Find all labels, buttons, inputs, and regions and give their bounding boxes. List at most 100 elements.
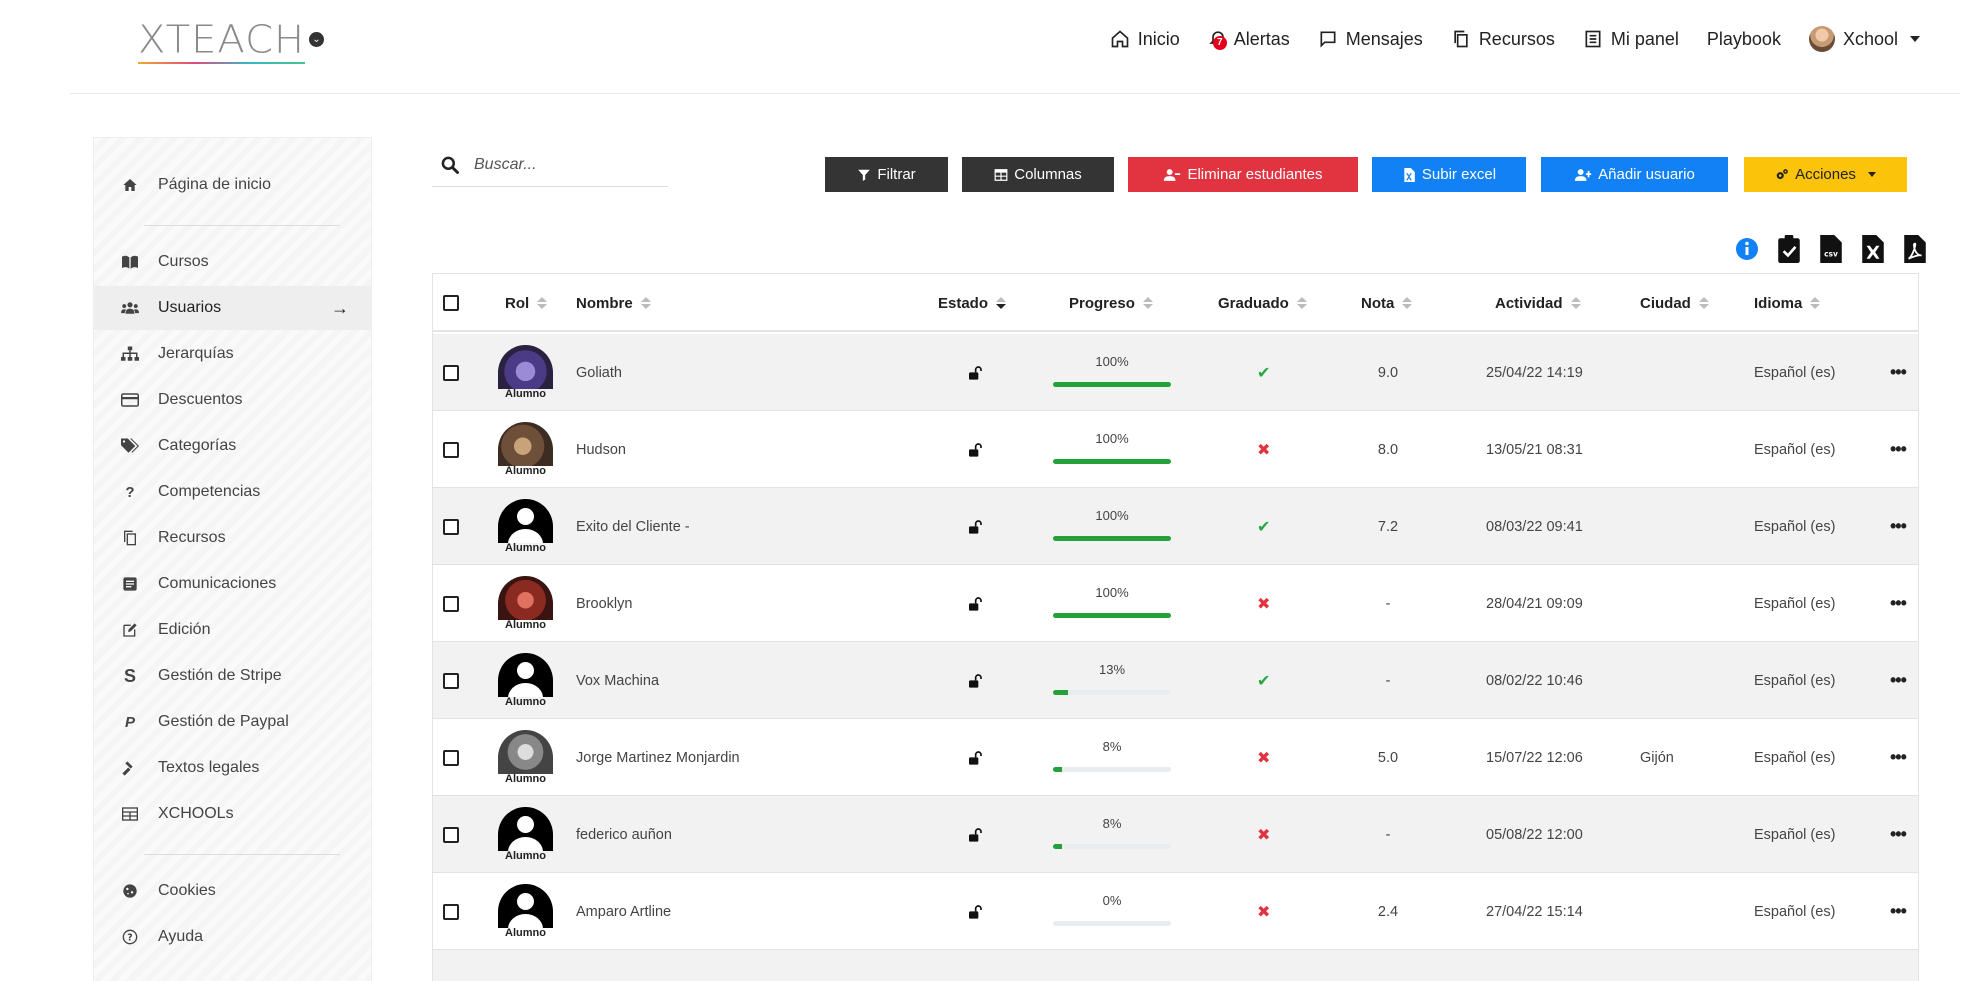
more-options-icon[interactable]: •••	[1890, 516, 1907, 536]
user-avatar-cell[interactable]: Alumno	[498, 576, 553, 631]
nav-recursos[interactable]: Recursos	[1451, 29, 1555, 50]
filter-icon	[858, 169, 871, 181]
sitemap-icon	[120, 346, 140, 362]
sidebar-item-textos-legales[interactable]: Textos legales	[94, 746, 371, 790]
sidebar-item-ayuda[interactable]: ? Ayuda	[94, 915, 371, 959]
user-avatar	[498, 345, 553, 389]
user-avatar-cell[interactable]: Alumno	[498, 499, 553, 554]
sidebar-item-cookies[interactable]: Cookies	[94, 869, 371, 913]
delete-students-button[interactable]: Eliminar estudiantes	[1128, 157, 1358, 192]
sidebar-item-jerarquias[interactable]: Jerarquías	[94, 332, 371, 376]
unlock-icon[interactable]	[967, 411, 983, 488]
column-header-idioma[interactable]: Idioma	[1754, 274, 1821, 332]
user-name[interactable]: Vox Machina	[576, 672, 660, 689]
more-options-icon[interactable]: •••	[1890, 901, 1907, 921]
clipboard-check-icon[interactable]	[1777, 235, 1801, 263]
columns-button[interactable]: Columnas	[962, 157, 1114, 192]
column-header-rol[interactable]: Rol	[505, 274, 548, 332]
grade-value: -	[1385, 826, 1391, 843]
progress-bar	[1053, 613, 1171, 618]
sidebar-item-paypal[interactable]: P Gestión de Paypal	[94, 700, 371, 744]
user-name[interactable]: federico auñon	[576, 826, 672, 843]
nav-playbook[interactable]: Playbook	[1707, 29, 1781, 50]
select-all-checkbox[interactable]	[443, 274, 459, 332]
nav-alertas[interactable]: 7 Alertas	[1208, 28, 1290, 50]
more-options-icon[interactable]: •••	[1890, 824, 1907, 844]
unlock-icon[interactable]	[967, 334, 983, 411]
column-header-nota[interactable]: Nota	[1361, 274, 1413, 332]
sidebar-item-descuentos[interactable]: Descuentos	[94, 378, 371, 422]
user-avatar-cell[interactable]: Alumno	[498, 884, 553, 939]
user-avatar-cell[interactable]: Alumno	[498, 807, 553, 862]
sidebar-item-cursos[interactable]: Cursos	[94, 240, 371, 284]
sidebar-item-recursos[interactable]: Recursos	[94, 516, 371, 560]
row-checkbox[interactable]	[443, 719, 459, 796]
unlock-icon[interactable]	[967, 873, 983, 950]
progress-bar	[1053, 459, 1171, 464]
user-name[interactable]: Hudson	[576, 441, 626, 458]
language-value: Español (es)	[1754, 903, 1836, 920]
nav-inicio-label: Inicio	[1137, 28, 1180, 49]
user-avatar-cell[interactable]: Alumno	[498, 730, 553, 785]
more-options-icon[interactable]: •••	[1890, 439, 1907, 459]
sidebar-item-categorias[interactable]: Categorías	[94, 424, 371, 468]
row-checkbox[interactable]	[443, 873, 459, 950]
sidebar-item-label: Comunicaciones	[158, 575, 277, 592]
actions-dropdown-button[interactable]: Acciones	[1744, 157, 1907, 192]
column-header-progreso[interactable]: Progreso	[1069, 274, 1153, 332]
upload-excel-button[interactable]: Subir excel	[1372, 157, 1526, 192]
row-checkbox[interactable]	[443, 411, 459, 488]
user-name[interactable]: Amparo Artline	[576, 903, 672, 920]
nav-mi-panel[interactable]: Mi panel	[1583, 29, 1679, 50]
filter-button[interactable]: Filtrar	[825, 157, 948, 192]
unlock-icon[interactable]	[967, 565, 983, 642]
sidebar-item-usuarios[interactable]: Usuarios →	[94, 286, 371, 330]
row-checkbox[interactable]	[443, 796, 459, 873]
more-options-icon[interactable]: •••	[1890, 670, 1907, 690]
column-header-graduado[interactable]: Graduado	[1218, 274, 1307, 332]
user-menu[interactable]: Xchool	[1808, 26, 1920, 52]
sidebar-item-edicion[interactable]: Edición	[94, 608, 371, 652]
user-name[interactable]: Jorge Martinez Monjardin	[576, 749, 740, 766]
export-icons: csv	[1735, 235, 1927, 263]
user-avatar-cell[interactable]: Alumno	[498, 422, 553, 477]
file-excel-icon[interactable]	[1861, 235, 1885, 263]
column-header-actividad[interactable]: Actividad	[1495, 274, 1581, 332]
unlock-icon[interactable]	[967, 719, 983, 796]
xteach-logo[interactable]: XTEACH	[138, 18, 306, 64]
row-checkbox[interactable]	[443, 642, 459, 719]
user-avatar-cell[interactable]: Alumno	[498, 653, 553, 708]
column-header-nombre[interactable]: Nombre	[576, 274, 651, 332]
file-pdf-icon[interactable]	[1903, 235, 1927, 263]
check-icon: ✔	[1257, 672, 1271, 690]
column-header-estado[interactable]: Estado	[938, 274, 1007, 332]
more-options-icon[interactable]: •••	[1890, 747, 1907, 767]
role-label: Alumno	[505, 696, 546, 708]
unlock-icon[interactable]	[967, 642, 983, 719]
nav-inicio[interactable]: Inicio	[1110, 29, 1180, 50]
unlock-icon[interactable]	[967, 796, 983, 873]
chevron-down-circle-icon[interactable]: ⌄	[309, 32, 324, 47]
user-name[interactable]: Exito del Cliente -	[576, 518, 690, 535]
sidebar-item-stripe[interactable]: S Gestión de Stripe	[94, 654, 371, 698]
more-options-icon[interactable]: •••	[1890, 593, 1907, 613]
nav-mensajes[interactable]: Mensajes	[1318, 29, 1423, 50]
sidebar-item-competencias[interactable]: ? Competencias	[94, 470, 371, 514]
sidebar-item-comunicaciones[interactable]: Comunicaciones	[94, 562, 371, 606]
table-row: Alumno Amparo Artline 0% ✖ 2.4 27/04/22 15:14…	[433, 873, 1918, 950]
more-options-icon[interactable]: •••	[1890, 362, 1907, 382]
search-input[interactable]	[474, 155, 654, 174]
row-checkbox[interactable]	[443, 488, 459, 565]
user-name[interactable]: Brooklyn	[576, 595, 633, 612]
info-circle-icon[interactable]	[1735, 235, 1759, 263]
file-csv-icon[interactable]: csv	[1819, 235, 1843, 263]
add-user-button[interactable]: Añadir usuario	[1541, 157, 1728, 192]
row-checkbox[interactable]	[443, 334, 459, 411]
user-name[interactable]: Goliath	[576, 364, 622, 381]
sidebar-item-pagina-de-inicio[interactable]: Página de inicio	[94, 163, 371, 207]
column-header-ciudad[interactable]: Ciudad	[1640, 274, 1709, 332]
row-checkbox[interactable]	[443, 565, 459, 642]
sidebar-item-xchools[interactable]: XCHOOLs	[94, 792, 371, 836]
user-avatar-cell[interactable]: Alumno	[498, 345, 553, 400]
unlock-icon[interactable]	[967, 488, 983, 565]
